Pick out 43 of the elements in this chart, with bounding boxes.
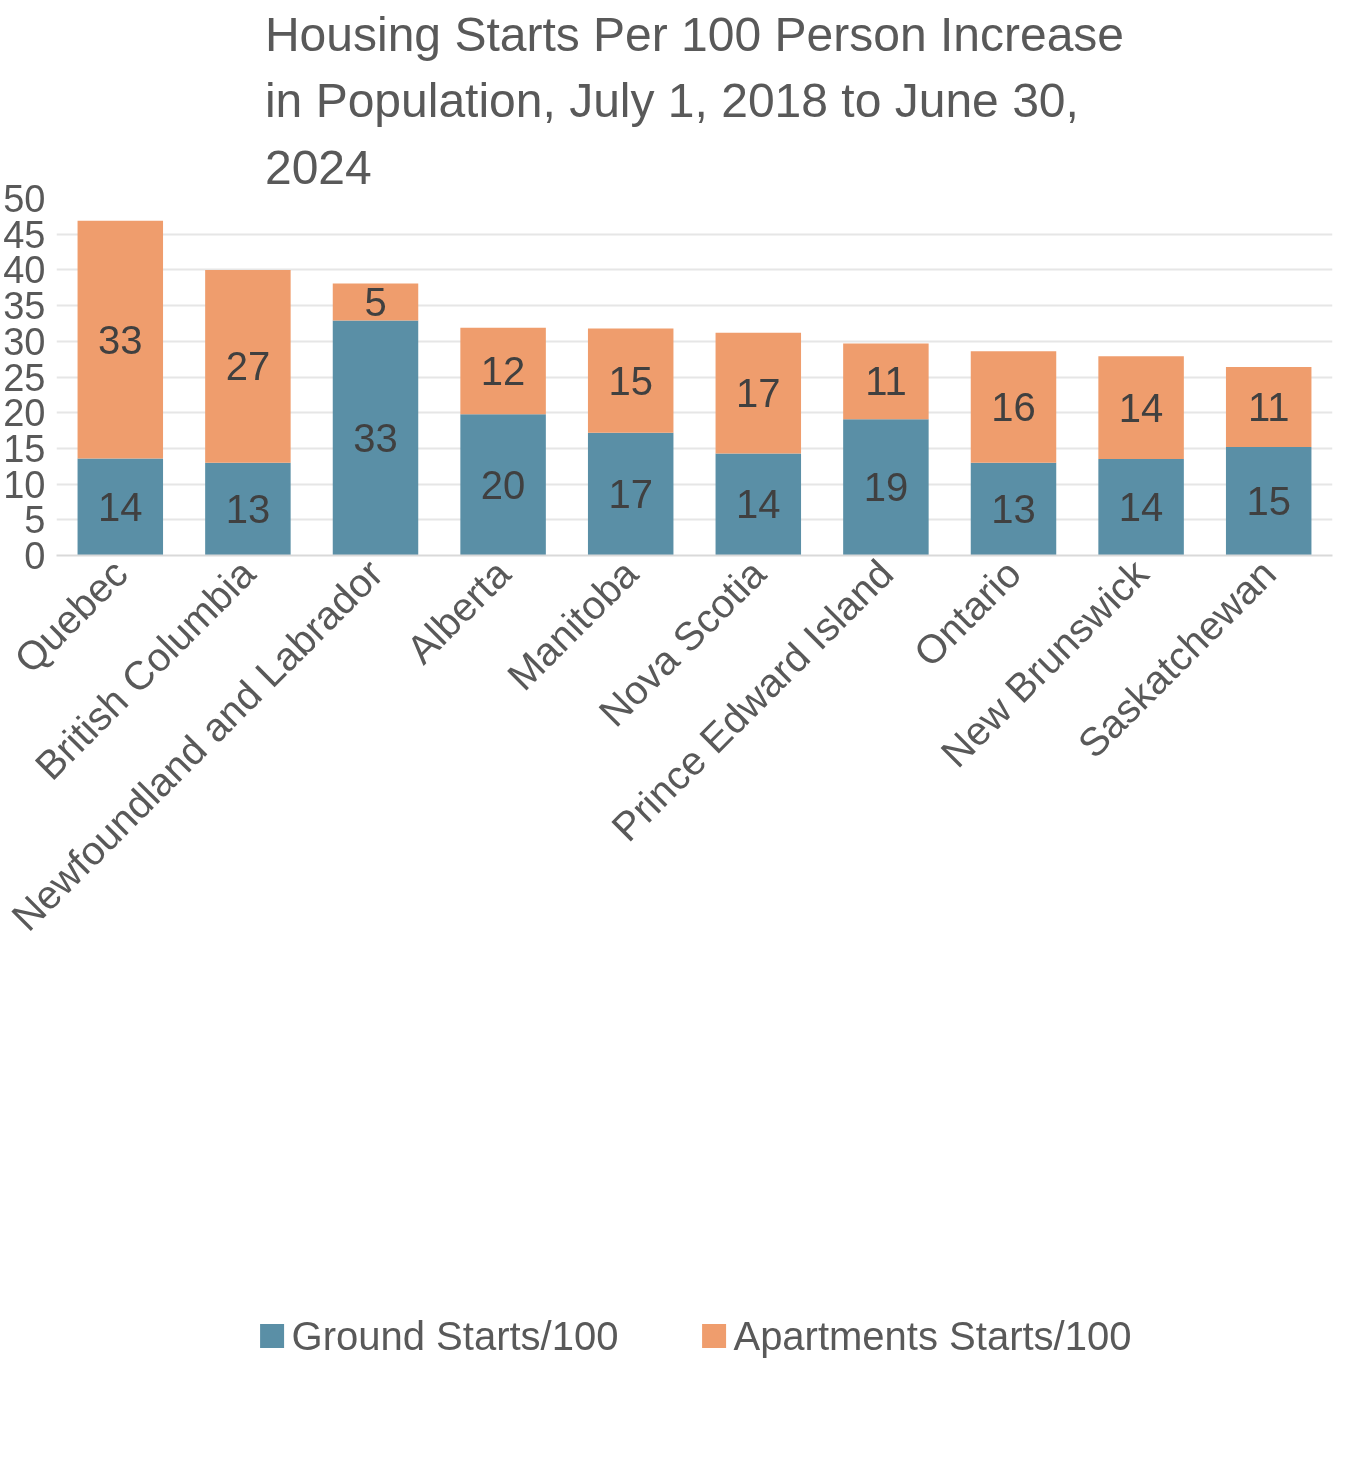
data-label: 16 [991,384,1036,429]
data-label: 11 [1247,384,1290,429]
bar [843,419,929,556]
bar [205,269,291,463]
bar [1225,367,1312,447]
data-label: 13 [991,487,1036,532]
data-label: 17 [608,472,653,517]
bar [332,283,419,321]
data-label: 5 [364,280,387,325]
data-label: 14 [736,482,781,527]
bar [587,328,674,433]
bar [1098,356,1184,460]
bar [970,351,1057,463]
bar [1098,459,1184,556]
data-label: 12 [480,348,526,393]
data-label: 15 [608,358,653,403]
legend-label: Apartments Starts/100 [733,1313,1132,1359]
bar [587,432,674,556]
data-label: 20 [480,462,526,507]
data-label: 11 [865,359,907,404]
bar [715,332,802,454]
bar [1225,446,1312,556]
bar [77,220,164,459]
data-label: 27 [225,344,271,389]
data-label: 14 [1118,485,1164,530]
bar [77,458,164,556]
bar [843,343,929,420]
bar [715,453,802,556]
data-label: 14 [1118,385,1164,430]
data-label: 33 [353,416,398,461]
bar [205,462,291,556]
bar [332,320,419,556]
legend-label: Ground Starts/100 [291,1313,619,1359]
data-label: 13 [225,487,271,532]
data-label: 17 [736,371,781,416]
data-label: 19 [863,465,909,510]
chart-title: Housing Starts Per 100 Person Increase in Population, July 1, 2018 to June 30, 2024 [264,8,1125,194]
bar [970,462,1057,556]
data-label: 33 [98,317,143,362]
bar [460,414,546,556]
data-label: 14 [98,484,143,529]
bar [460,327,546,415]
data-label: 15 [1246,479,1291,524]
